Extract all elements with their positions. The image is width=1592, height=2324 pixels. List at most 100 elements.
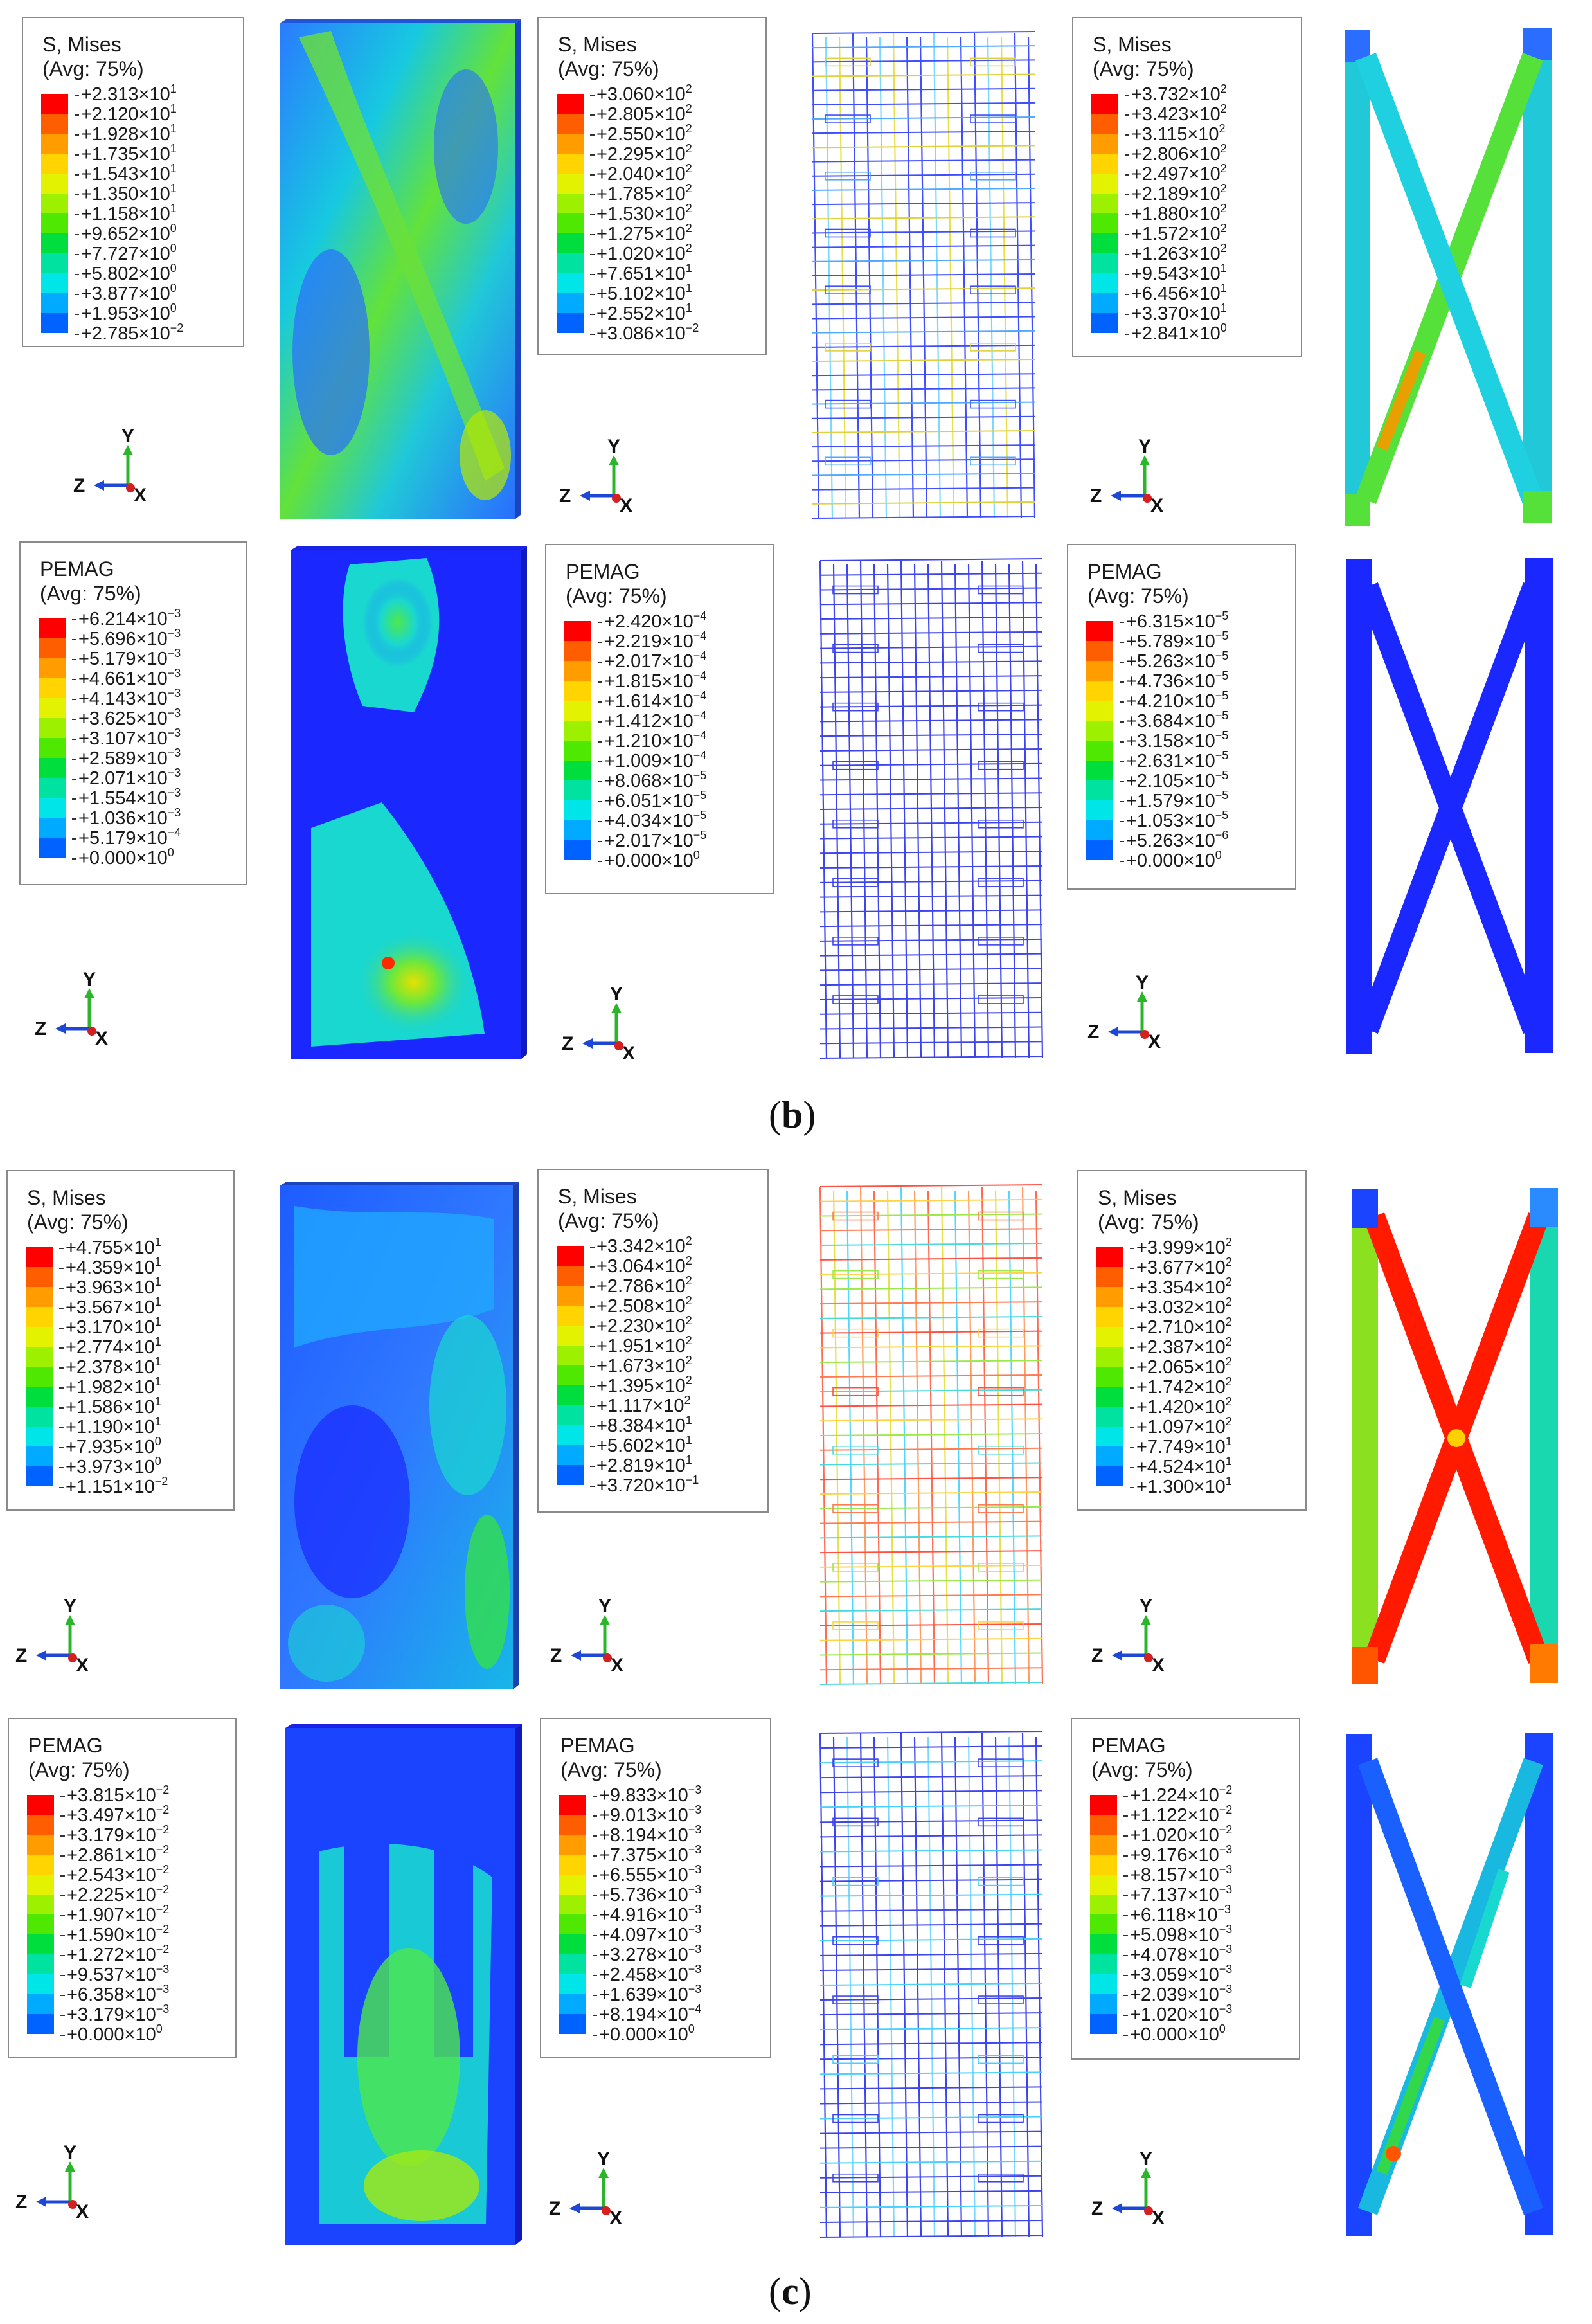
legend-averaging: (Avg: 75%) bbox=[1093, 57, 1194, 80]
legend-color-cell bbox=[564, 661, 591, 681]
svg-text:X: X bbox=[95, 1028, 108, 1049]
legend-color-cell bbox=[1096, 1347, 1123, 1367]
legend-color-cell bbox=[26, 1446, 53, 1466]
legend-values: +6.214×10−3 +5.696×10−3 +5.179×10−3 +4.661×… bbox=[72, 608, 181, 869]
legend-value: +1.951×102 bbox=[590, 1335, 699, 1356]
rebar-horizontal-bar bbox=[819, 1389, 1043, 1392]
legend-color-cell bbox=[39, 618, 66, 638]
legend-value: +1.158×101 bbox=[75, 203, 183, 224]
legend-value: +6.555×10−3 bbox=[593, 1864, 701, 1886]
rebar-vertical-bar bbox=[892, 33, 901, 519]
brace-mises-contour-b bbox=[1345, 28, 1552, 526]
rebar-horizontal-bar bbox=[819, 748, 1043, 752]
rebar-stirrup bbox=[832, 702, 879, 712]
legend-color-cell bbox=[39, 838, 66, 858]
coordinate-triad-icon: Y Z X bbox=[553, 435, 668, 518]
legend-averaging: (Avg: 75%) bbox=[1098, 1211, 1199, 1234]
legend-value: +6.051×10−5 bbox=[598, 789, 706, 811]
rebar-vertical-bar bbox=[886, 1736, 895, 2238]
rebar-vertical-bar bbox=[873, 1736, 882, 2238]
rebar-horizontal-bar bbox=[812, 145, 1035, 149]
rebar-vertical-bar bbox=[940, 1733, 949, 2238]
legend-color-bar bbox=[1086, 621, 1113, 860]
legend-pemag-rebar-c: PEMAG (Avg: 75%) +9.833×10−3 +9.013×10−3 +8.… bbox=[540, 1718, 771, 2058]
legend-color-cell bbox=[1091, 94, 1118, 114]
rebar-horizontal-bar bbox=[819, 1608, 1043, 1612]
legend-color-cell bbox=[557, 1405, 584, 1425]
rebar-horizontal-bar bbox=[812, 344, 1035, 348]
rebar-horizontal-bar bbox=[819, 2027, 1043, 2031]
wall-mises-contour-c bbox=[280, 1182, 519, 1689]
rebar-horizontal-bar bbox=[819, 836, 1043, 840]
rebar-horizontal-bar bbox=[819, 1374, 1043, 1378]
legend-value: +2.105×10−5 bbox=[1120, 770, 1228, 791]
rebar-vertical-bar bbox=[865, 37, 874, 519]
rebar-horizontal-bar bbox=[819, 982, 1043, 986]
rebar-horizontal-bar bbox=[819, 1184, 1043, 1187]
legend-color-cell bbox=[26, 1267, 53, 1287]
legend-value: +1.639×10−3 bbox=[593, 1983, 701, 2005]
rebar-stirrup bbox=[978, 1387, 1024, 1396]
legend-value: +3.059×10−3 bbox=[1123, 1963, 1232, 1985]
legend-value: +3.732×102 bbox=[1125, 83, 1227, 105]
rebar-vertical-bar bbox=[913, 1736, 922, 2238]
legend-color-cell bbox=[41, 194, 68, 213]
rebar-horizontal-bar bbox=[819, 2042, 1043, 2046]
rebar-vertical-bar bbox=[879, 37, 888, 519]
legend-value: +3.107×10−3 bbox=[72, 727, 181, 749]
legend-color-cell bbox=[27, 1835, 54, 1855]
rebar-horizontal-bar bbox=[819, 1923, 1043, 1927]
legend-value: +2.313×101 bbox=[75, 83, 183, 105]
legend-color-cell bbox=[41, 313, 68, 333]
legend-color-cell bbox=[41, 114, 68, 134]
legend-values: +3.999×102 +3.677×102 +3.354×102 +3.032×102… bbox=[1130, 1236, 1232, 1497]
legend-values: +4.755×101 +4.359×101 +3.963×101 +3.567×101… bbox=[59, 1236, 168, 1497]
legend-value: +2.497×102 bbox=[1125, 163, 1227, 185]
legend-color-cell bbox=[1090, 1974, 1117, 1994]
rebar-horizontal-bar bbox=[819, 1908, 1043, 1912]
legend-color-cell bbox=[1096, 1267, 1123, 1287]
rebar-horizontal-bar bbox=[819, 1213, 1043, 1217]
legend-color-cell bbox=[41, 94, 68, 114]
legend-color-cell bbox=[27, 1875, 54, 1895]
legend-value: +1.300×101 bbox=[1130, 1475, 1232, 1497]
coordinate-triad-icon: Y Z X bbox=[67, 424, 183, 508]
legend-color-cell bbox=[1096, 1427, 1123, 1446]
legend-color-cell bbox=[1091, 154, 1118, 174]
rebar-stirrup bbox=[970, 285, 1016, 294]
legend-value: +2.631×10−5 bbox=[1120, 750, 1228, 771]
legend-color-cell bbox=[41, 273, 68, 293]
legend-value: +3.720×10−1 bbox=[590, 1474, 699, 1496]
legend-color-bar bbox=[39, 618, 66, 858]
legend-value: +4.078×10−3 bbox=[1123, 1943, 1232, 1965]
rebar-horizontal-bar bbox=[819, 2204, 1043, 2208]
svg-text:Z: Z bbox=[73, 475, 85, 496]
legend-color-cell bbox=[26, 1327, 53, 1347]
legend-title: PEMAG (Avg: 75%) bbox=[40, 557, 141, 606]
legend-value: +3.815×10−2 bbox=[60, 1784, 169, 1806]
legend-color-cell bbox=[1090, 1855, 1117, 1875]
rebar-horizontal-bar bbox=[819, 1447, 1043, 1451]
legend-values: +9.833×10−3 +9.013×10−3 +8.194×10−3 +7.375×… bbox=[593, 1784, 701, 2045]
legend-value: +1.614×10−4 bbox=[598, 690, 706, 712]
legend-value: +3.158×10−5 bbox=[1120, 730, 1228, 752]
legend-value: +7.651×101 bbox=[590, 262, 699, 284]
legend-color-cell bbox=[559, 1895, 586, 1914]
legend-color-cell bbox=[1091, 253, 1118, 273]
legend-color-cell bbox=[557, 213, 584, 233]
rebar-horizontal-bar bbox=[819, 1272, 1043, 1275]
legend-value: +7.137×10−3 bbox=[1123, 1884, 1232, 1905]
legend-title: PEMAG (Avg: 75%) bbox=[28, 1733, 130, 1782]
rebar-horizontal-bar bbox=[812, 45, 1035, 49]
legend-value: +1.742×102 bbox=[1130, 1376, 1232, 1398]
legend-value: +2.819×101 bbox=[590, 1454, 699, 1476]
legend-color-cell bbox=[39, 698, 66, 718]
legend-color-cell bbox=[1086, 641, 1113, 661]
svg-text:Y: Y bbox=[1140, 1596, 1152, 1617]
legend-value: +2.225×10−2 bbox=[60, 1884, 169, 1905]
legend-value: +9.543×101 bbox=[1125, 262, 1227, 284]
svg-text:Z: Z bbox=[15, 1645, 27, 1666]
legend-title: PEMAG (Avg: 75%) bbox=[1087, 559, 1189, 608]
rebar-horizontal-bar bbox=[819, 851, 1043, 854]
legend-color-cell bbox=[1086, 661, 1113, 681]
